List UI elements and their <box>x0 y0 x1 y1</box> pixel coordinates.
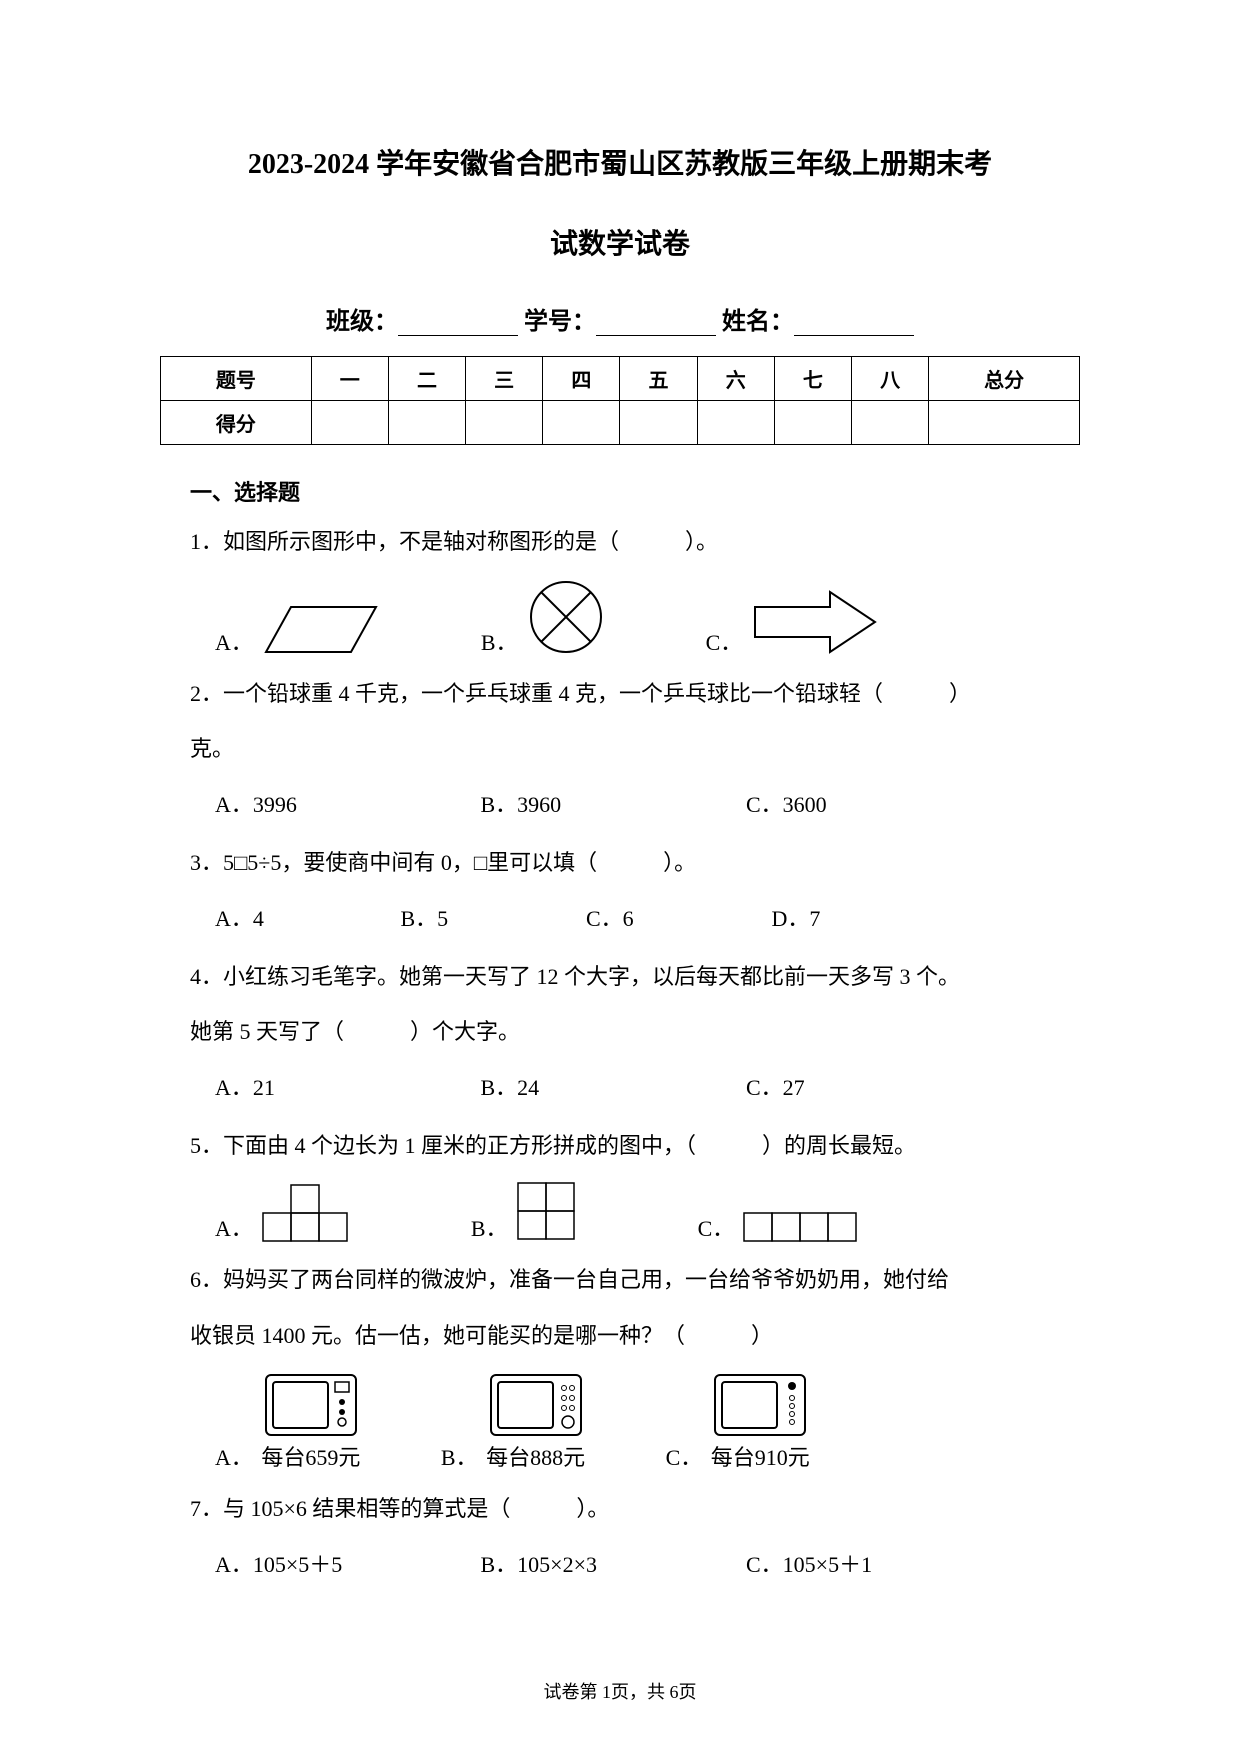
header-cell: 二 <box>388 356 465 400</box>
row-1x4-icon <box>742 1211 860 1243</box>
q6-option-b: B． 每台888元 <box>441 1370 586 1472</box>
question-2-cont: 克。 <box>190 728 1080 770</box>
question-2-options: A．3996 B．3960 C．3600 <box>215 784 1080 826</box>
q2-option-c: C．3600 <box>746 784 1006 826</box>
score-cell[interactable] <box>466 400 543 444</box>
header-cell: 四 <box>543 356 620 400</box>
square-2x2-icon <box>516 1181 578 1243</box>
question-6-cont: 收银员 1400 元。估一估，她可能买的是哪一种？（ ） <box>190 1315 1080 1357</box>
header-cell: 三 <box>466 356 543 400</box>
question-6-options: A． 每台659元 B． <box>215 1370 1080 1472</box>
q6-optc-label: C． <box>666 1440 703 1472</box>
q6-option-c: C． 每台910元 <box>666 1370 811 1472</box>
score-cell[interactable] <box>774 400 851 444</box>
parallelogram-icon <box>261 597 381 657</box>
question-3: 3．5□5÷5，要使商中间有 0，□里可以填（ ）。 <box>190 842 1080 884</box>
question-5: 5．下面由 4 个边长为 1 厘米的正方形拼成的图中，（ ）的周长最短。 <box>190 1125 1080 1167</box>
header-cell: 六 <box>697 356 774 400</box>
score-table-header-row: 题号 一 二 三 四 五 六 七 八 总分 <box>161 356 1080 400</box>
q3-option-c: C．6 <box>586 898 766 940</box>
q6-optb-label: B． <box>441 1440 478 1472</box>
q4-option-b: B．24 <box>481 1067 741 1109</box>
q5-option-c: C． <box>698 1211 861 1243</box>
header-cell: 五 <box>620 356 697 400</box>
row-label-cell: 得分 <box>161 400 312 444</box>
q1-optc-label: C． <box>706 625 743 657</box>
q6-option-a: A． 每台659元 <box>215 1370 361 1472</box>
question-7-options: A．105×5＋5 B．105×2×3 C．105×5＋1 <box>215 1544 1080 1586</box>
score-cell[interactable] <box>388 400 465 444</box>
t-shape-icon <box>261 1183 351 1243</box>
microwave-icon <box>710 1370 810 1440</box>
q5-optb-label: B． <box>471 1211 508 1243</box>
q2-option-b: B．3960 <box>481 784 741 826</box>
class-label: 班级： <box>326 309 398 335</box>
header-cell: 八 <box>852 356 929 400</box>
q1-opta-label: A． <box>215 625 253 657</box>
question-7: 7．与 105×6 结果相等的算式是（ ）。 <box>190 1488 1080 1530</box>
header-cell: 题号 <box>161 356 312 400</box>
score-table: 题号 一 二 三 四 五 六 七 八 总分 得分 <box>160 356 1080 445</box>
score-table-value-row: 得分 <box>161 400 1080 444</box>
score-cell[interactable] <box>852 400 929 444</box>
question-4-options: A．21 B．24 C．27 <box>215 1067 1080 1109</box>
question-1-options: A． B． C． <box>215 577 1080 657</box>
q5-option-a: A． <box>215 1183 351 1243</box>
q2-option-a: A．3996 <box>215 784 475 826</box>
section-1-title: 一、选择题 <box>190 475 1080 507</box>
q1-option-b: B． <box>481 577 606 657</box>
name-label: 姓名： <box>722 309 794 335</box>
q4-option-a: A．21 <box>215 1067 475 1109</box>
class-blank[interactable] <box>398 312 518 336</box>
q3-option-b: B．5 <box>401 898 581 940</box>
score-cell[interactable] <box>311 400 388 444</box>
question-4-cont: 她第 5 天写了（ ）个大字。 <box>190 1011 1080 1053</box>
q5-optc-label: C． <box>698 1211 735 1243</box>
q6-optc-price: 每台910元 <box>711 1440 810 1472</box>
q6-opta-label: A． <box>215 1440 253 1472</box>
arrow-right-icon <box>750 587 880 657</box>
q5-option-b: B． <box>471 1181 578 1243</box>
question-5-options: A． B． C． <box>215 1181 1080 1243</box>
question-1: 1．如图所示图形中，不是轴对称图形的是（ ）。 <box>190 521 1080 563</box>
q1-optb-label: B． <box>481 625 518 657</box>
question-2: 2．一个铅球重 4 千克，一个乒乓球重 4 克，一个乒乓球比一个铅球轻（ ） <box>190 673 1080 715</box>
header-cell: 七 <box>774 356 851 400</box>
score-cell[interactable] <box>543 400 620 444</box>
question-6: 6．妈妈买了两台同样的微波炉，准备一台自己用，一台给爷爷奶奶用，她付给 <box>190 1259 1080 1301</box>
q1-option-a: A． <box>215 597 381 657</box>
q6-opta-price: 每台659元 <box>261 1440 360 1472</box>
q3-option-d: D．7 <box>772 898 952 940</box>
microwave-icon <box>486 1370 586 1440</box>
id-blank[interactable] <box>596 312 716 336</box>
student-info-line: 班级： 学号： 姓名： <box>160 301 1080 336</box>
q6-optb-price: 每台888元 <box>486 1440 585 1472</box>
header-cell: 一 <box>311 356 388 400</box>
microwave-icon <box>261 1370 361 1440</box>
page-footer: 试卷第 1页，共 6页 <box>0 1678 1240 1704</box>
q7-option-c: C．105×5＋1 <box>746 1544 1006 1586</box>
q7-option-a: A．105×5＋5 <box>215 1544 475 1586</box>
question-3-options: A．4 B．5 C．6 D．7 <box>215 898 1080 940</box>
score-cell[interactable] <box>697 400 774 444</box>
q3-option-a: A．4 <box>215 898 395 940</box>
name-blank[interactable] <box>794 312 914 336</box>
exam-title-line2: 试数学试卷 <box>160 220 1080 270</box>
circle-x-icon <box>526 577 606 657</box>
header-cell: 总分 <box>929 356 1080 400</box>
question-4: 4．小红练习毛笔字。她第一天写了 12 个大字，以后每天都比前一天多写 3 个。 <box>190 956 1080 998</box>
q4-option-c: C．27 <box>746 1067 1006 1109</box>
exam-title-line1: 2023-2024 学年安徽省合肥市蜀山区苏教版三年级上册期末考 <box>160 140 1080 190</box>
q7-option-b: B．105×2×3 <box>481 1544 741 1586</box>
q1-option-c: C． <box>706 587 881 657</box>
score-cell[interactable] <box>929 400 1080 444</box>
id-label: 学号： <box>524 309 596 335</box>
q5-opta-label: A． <box>215 1211 253 1243</box>
score-cell[interactable] <box>620 400 697 444</box>
